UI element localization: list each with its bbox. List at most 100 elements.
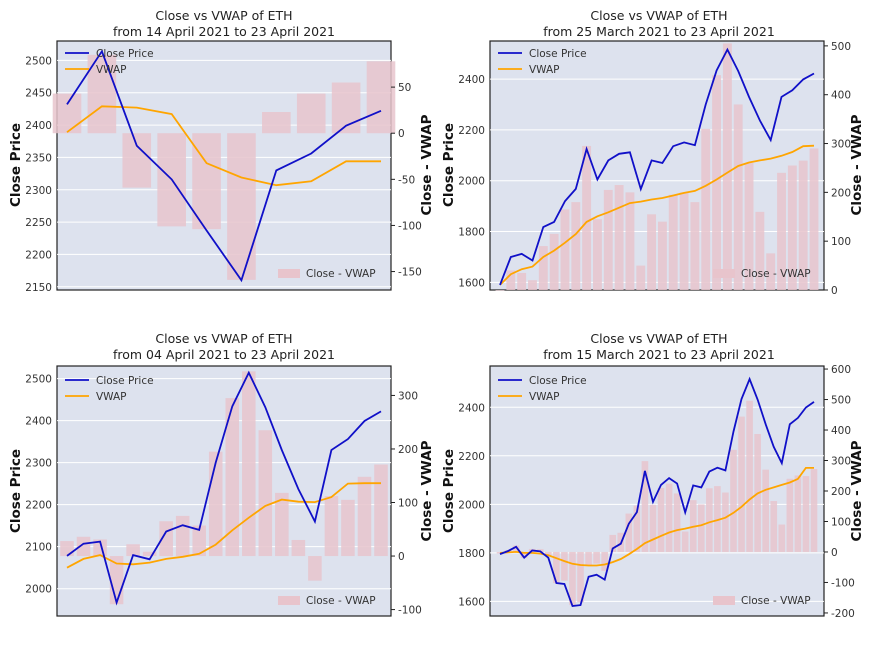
diff-bar — [122, 133, 152, 188]
diff-bar — [625, 513, 633, 552]
diff-bar — [679, 192, 689, 290]
diff-bar — [258, 430, 273, 557]
diff-bar — [275, 492, 289, 557]
diff-bar — [87, 54, 117, 134]
diff-bar — [571, 202, 581, 290]
legend-vwap-label: VWAP — [96, 64, 127, 76]
diff-bar — [777, 172, 786, 290]
y-right-tick-label: 0 — [398, 128, 405, 140]
chart-subtitle: from 15 March 2021 to 23 April 2021 — [543, 347, 775, 362]
diff-bar — [722, 43, 732, 290]
legend-diff-label: Close - VWAP — [306, 595, 376, 607]
y-left-tick-label: 2100 — [25, 542, 52, 554]
diff-bar — [614, 185, 624, 290]
y-right-tick-label: 300 — [398, 390, 418, 402]
y-axis-left-ticks: 2000 2100 2200 2300 2400 2500 — [25, 374, 52, 596]
diff-bar — [738, 416, 745, 552]
legend-vwap-label: VWAP — [529, 64, 560, 76]
chart-panel-3: Close vs VWAP of ETH from 04 April 2021 … — [8, 331, 435, 617]
y-axis-left-label: Close Price — [8, 449, 24, 533]
y-left-tick-label: 2500 — [25, 374, 52, 386]
legend-top: Close Price VWAP — [498, 375, 587, 403]
y-left-tick-label: 1600 — [458, 596, 485, 608]
legend-close-label: Close Price — [96, 375, 154, 387]
y-axis-right-ticks: -200 -100 0 100 200 300 400 500 600 — [824, 364, 855, 620]
diff-bar — [227, 133, 256, 280]
legend-close-label: Close Price — [96, 48, 154, 60]
chart-panel-2: Close vs VWAP of ETH from 25 March 2021 … — [441, 8, 865, 297]
legend-vwap-label: VWAP — [96, 391, 127, 403]
diff-bar — [593, 551, 600, 564]
diff-bar — [528, 280, 537, 290]
y-left-tick-label: 2400 — [458, 402, 485, 414]
diff-bar — [60, 541, 74, 557]
y-right-tick-label: 0 — [831, 547, 838, 559]
legend-diff-swatch — [713, 596, 735, 605]
diff-bar — [657, 221, 667, 290]
chart-subtitle: from 04 April 2021 to 23 April 2021 — [113, 347, 335, 362]
chart-panel-4: Close vs VWAP of ETH from 15 March 2021 … — [441, 331, 865, 620]
diff-bar — [641, 461, 649, 552]
close-price-series-line — [66, 49, 382, 283]
diff-bar — [786, 478, 794, 552]
y-left-tick-label: 2400 — [458, 74, 485, 86]
y-left-tick-label: 2150 — [25, 282, 52, 294]
diff-bar — [668, 194, 678, 290]
diff-bar — [366, 61, 396, 134]
diff-bar — [545, 551, 552, 556]
y-right-tick-label: -200 — [831, 608, 855, 620]
y-left-tick-label: 2250 — [25, 217, 52, 229]
y-axis-right-ticks: -150 -100 -50 0 50 — [391, 82, 422, 279]
y-left-tick-label: 2300 — [25, 458, 52, 470]
diff-bar — [746, 400, 753, 552]
diff-bar — [706, 488, 713, 552]
diff-bar — [722, 492, 729, 552]
y-right-tick-label: 500 — [831, 41, 851, 53]
diff-bar — [730, 449, 737, 552]
diff-bar — [126, 544, 140, 557]
legend-diff-swatch — [713, 269, 735, 278]
diff-bar — [142, 551, 157, 557]
diff-bar — [341, 499, 355, 557]
legend-bottom: Close - VWAP — [713, 268, 811, 280]
diff-bar — [582, 145, 592, 290]
close-price-series-line — [499, 376, 815, 607]
diff-bar — [560, 209, 570, 290]
y-axis-right-ticks: -100 0 100 200 300 — [391, 390, 422, 617]
y-right-tick-label: -50 — [398, 174, 415, 186]
y-left-tick-label: 2000 — [25, 584, 52, 596]
y-axis-left-ticks: 1600 1800 2000 2200 2400 — [458, 74, 485, 289]
y-axis-left-ticks: 1600 1800 2000 2200 2400 — [458, 402, 485, 608]
legend-diff-label: Close - VWAP — [741, 268, 811, 280]
chart-title: Close vs VWAP of ETH — [155, 8, 292, 23]
diff-bar — [690, 202, 700, 290]
diff-bar — [625, 192, 635, 290]
y-left-tick-label: 2200 — [25, 249, 52, 261]
diff-bar — [603, 189, 613, 290]
diff-bar — [242, 371, 256, 557]
legend-bottom: Close - VWAP — [713, 595, 811, 607]
diff-bar — [697, 504, 705, 552]
y-axis-right-label: Close - VWAP — [849, 114, 865, 215]
diff-bar — [76, 536, 91, 557]
close-price-series-line — [499, 47, 815, 286]
diff-bar — [744, 163, 754, 290]
chart-subtitle: from 14 April 2021 to 23 April 2021 — [113, 24, 335, 39]
y-left-tick-label: 1600 — [458, 277, 485, 289]
vwap-series-line — [499, 467, 814, 567]
y-axis-left-label: Close Price — [441, 449, 457, 533]
diff-bar — [374, 464, 388, 557]
diff-bar — [593, 219, 602, 290]
plot-area — [489, 365, 825, 617]
diff-bar — [712, 75, 721, 290]
legend-close-label: Close Price — [529, 375, 587, 387]
diff-bar — [225, 398, 240, 557]
y-right-tick-label: 300 — [831, 456, 851, 468]
y-left-tick-label: 2400 — [25, 416, 52, 428]
y-right-tick-label: 200 — [831, 486, 851, 498]
y-right-tick-label: 0 — [398, 551, 405, 563]
diff-bar — [517, 272, 527, 290]
legend-bottom: Close - VWAP — [278, 595, 376, 607]
diff-bar — [324, 496, 339, 557]
diff-bar — [794, 475, 802, 552]
